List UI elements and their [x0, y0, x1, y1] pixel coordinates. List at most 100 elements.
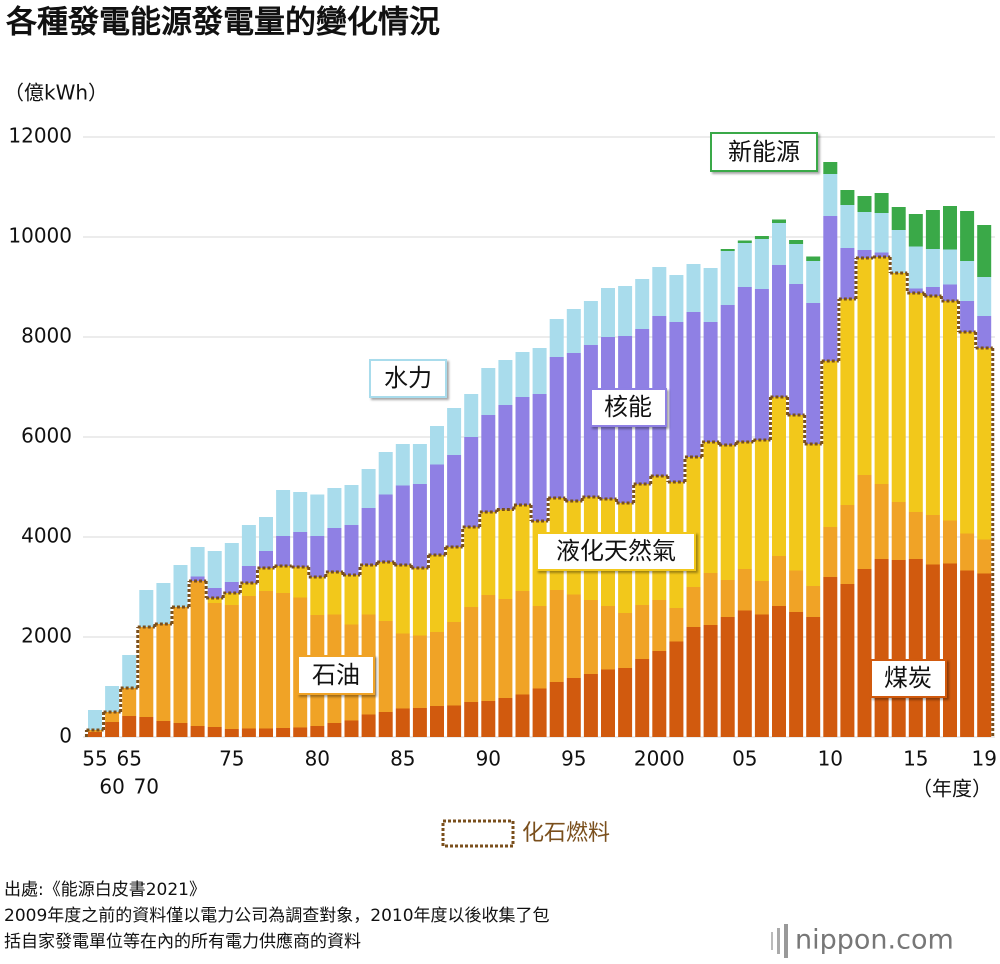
bar-segment — [88, 730, 102, 732]
bar-segment — [737, 287, 752, 442]
bar-segment — [395, 708, 410, 737]
bar-segment — [960, 332, 975, 534]
x-tick-label: 05 — [732, 747, 757, 771]
series-label: 新能源 — [728, 138, 800, 166]
bar-segment — [241, 525, 256, 566]
bar-segment — [754, 440, 769, 581]
bar-segment — [173, 723, 188, 737]
x-tick-label: 90 — [476, 747, 501, 771]
y-axis-label: （億kWh） — [4, 81, 108, 105]
bar-segment — [823, 216, 838, 361]
bar-segment — [925, 515, 940, 565]
bar-segment — [378, 562, 393, 621]
bar-segment — [378, 452, 393, 495]
bar-segment — [720, 305, 735, 445]
bar-segment — [566, 594, 581, 678]
bar-segment — [601, 669, 615, 737]
bar-segment — [874, 257, 889, 484]
bar-segment — [207, 603, 222, 727]
bar-segment — [720, 580, 735, 617]
bar-segment — [361, 565, 376, 615]
bar-segment — [464, 607, 479, 702]
bar-segment — [224, 729, 239, 737]
bar-segment — [549, 682, 564, 737]
bar-segment — [925, 287, 940, 296]
bar-segment — [925, 249, 940, 287]
bar-segment — [259, 551, 273, 568]
series-label: 煤炭 — [884, 664, 932, 692]
bar-segment — [925, 564, 940, 737]
bar-segment — [703, 268, 718, 322]
bar-segment — [943, 284, 957, 301]
bar-segment — [566, 353, 581, 501]
bar-segment — [823, 162, 838, 174]
bar-segment — [293, 567, 308, 598]
bar-segment — [549, 319, 564, 357]
bar-segment — [88, 710, 102, 730]
bar-segment — [737, 243, 752, 287]
bar-segment — [874, 213, 889, 253]
bar-segment — [515, 352, 530, 397]
bar-segment — [857, 250, 872, 258]
bar-segment — [515, 591, 530, 695]
bar-segment — [464, 702, 479, 737]
bar-segment — [874, 252, 889, 257]
bar-segment — [276, 536, 291, 566]
bar-segment — [669, 322, 684, 482]
bar-segment — [686, 264, 701, 312]
bar-segment — [601, 606, 615, 670]
bar-segment — [754, 289, 769, 440]
bar-segment — [806, 617, 821, 737]
bar-segment — [772, 606, 786, 737]
bar-segment — [703, 625, 718, 737]
bar-segment — [960, 211, 975, 261]
bar-segment — [532, 348, 547, 394]
bar-segment — [891, 560, 906, 737]
label-box — [590, 388, 667, 427]
bar-segment — [549, 357, 564, 498]
bar-segment — [412, 568, 427, 636]
bar-segment — [737, 610, 752, 737]
bar-segment — [601, 288, 615, 337]
x-tick-label: 70 — [134, 775, 159, 799]
bar-segment — [754, 614, 769, 737]
bar-segment — [823, 577, 838, 737]
bar-segment — [447, 705, 462, 737]
bar-segment — [190, 547, 205, 577]
bar-segment — [498, 360, 513, 405]
bar-segment — [122, 688, 137, 716]
bar-segment — [754, 581, 769, 615]
series-label: 水力 — [384, 364, 432, 392]
bar-segment — [241, 596, 256, 729]
bar-segment — [583, 600, 598, 674]
bar-segment — [789, 284, 804, 415]
bar-segment — [122, 655, 137, 688]
bar-segment — [173, 607, 188, 723]
bar-segment — [943, 520, 957, 564]
bar-segment — [977, 573, 992, 737]
bar-segment — [88, 732, 102, 737]
bar-segment — [105, 722, 120, 737]
bar-segment — [464, 437, 479, 527]
label-box — [536, 532, 696, 571]
bar-segment — [259, 728, 273, 737]
bar-segment — [395, 565, 410, 634]
bar-segment — [686, 312, 701, 457]
bar-segment — [310, 536, 325, 577]
bar-segment — [259, 517, 273, 551]
bar-segment — [412, 484, 427, 568]
bar-segment — [498, 405, 513, 510]
bar-segment — [737, 442, 752, 569]
bar-segment — [840, 190, 855, 205]
bar-segment — [737, 240, 752, 243]
bar-segment — [583, 674, 598, 737]
x-tick-label: 15 — [903, 747, 928, 771]
bar-segment — [293, 532, 308, 567]
bar-segment — [669, 275, 684, 322]
x-axis-label: （年度） — [912, 777, 992, 801]
bar-segment — [720, 251, 735, 305]
bar-segment — [806, 586, 821, 617]
bar-segment — [960, 261, 975, 301]
bar-segment — [259, 591, 273, 729]
bar-segment — [532, 688, 547, 737]
